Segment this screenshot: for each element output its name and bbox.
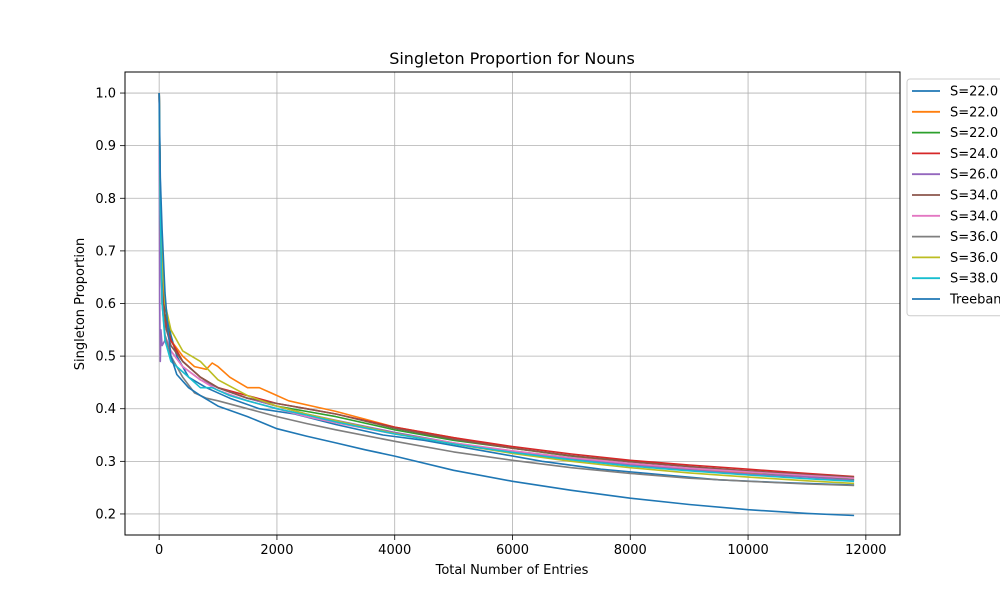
chart-title: Singleton Proportion for Nouns [389, 49, 635, 68]
series-line-3 [158, 92, 855, 481]
series-line-6 [158, 92, 855, 478]
x-tick-label: 2000 [260, 543, 293, 558]
legend-label: S=24.0 [950, 147, 998, 162]
series-line-8 [158, 92, 855, 487]
x-tick-label: 6000 [496, 543, 529, 558]
y-tick-label: 1.0 [95, 87, 116, 102]
y-tick-label: 0.8 [95, 192, 116, 207]
y-tick-label: 0.6 [95, 297, 116, 312]
legend-label: S=36.0 [950, 230, 998, 245]
legend-label: S=22.0 [950, 85, 998, 100]
x-tick-label: 12000 [845, 543, 886, 558]
x-tick-label: 10000 [727, 543, 768, 558]
legend-label: S=26.0 [950, 168, 998, 183]
tick-layer: 0 2000 4000 6000 8000 10000 12000 0.2 0.3 0.4 0.5 0… [95, 87, 886, 558]
series-line-5 [158, 92, 855, 482]
x-axis-label: Total Number of Entries [435, 563, 589, 578]
series-layer [158, 92, 855, 517]
legend-label: S=36.0 [950, 251, 998, 266]
y-tick-label: 0.7 [95, 244, 116, 259]
grid-layer [125, 72, 900, 535]
legend-label: S=34.0 [950, 209, 998, 224]
y-axis-label: Singleton Proportion [73, 238, 88, 370]
y-tick-label: 0.4 [95, 402, 116, 417]
series-line-11 [158, 92, 855, 517]
legend-label: S=34.0 [950, 189, 998, 204]
y-tick-label: 0.5 [95, 350, 116, 365]
series-line-4 [158, 92, 855, 478]
legend-label: S=22.0 [950, 126, 998, 141]
legend: S=22.0 S=22.0 S=22.0 S=24.0 S=26.0 S=34.0 S=34… [906, 78, 1000, 317]
x-tick-label: 0 [155, 543, 163, 558]
legend-label: S=38.0 [950, 272, 998, 287]
series-line-2 [158, 92, 855, 479]
series-line-7 [158, 92, 855, 479]
series-line-10 [158, 92, 855, 483]
legend-label: Treebank [949, 293, 1000, 308]
y-tick-label: 0.3 [95, 455, 116, 470]
legend-label: S=22.0 [950, 105, 998, 120]
y-tick-label: 0.2 [95, 507, 116, 522]
y-tick-label: 0.9 [95, 139, 116, 154]
x-tick-label: 4000 [378, 543, 411, 558]
x-tick-label: 8000 [614, 543, 647, 558]
series-line-1 [158, 92, 855, 486]
series-line-9 [158, 92, 855, 485]
